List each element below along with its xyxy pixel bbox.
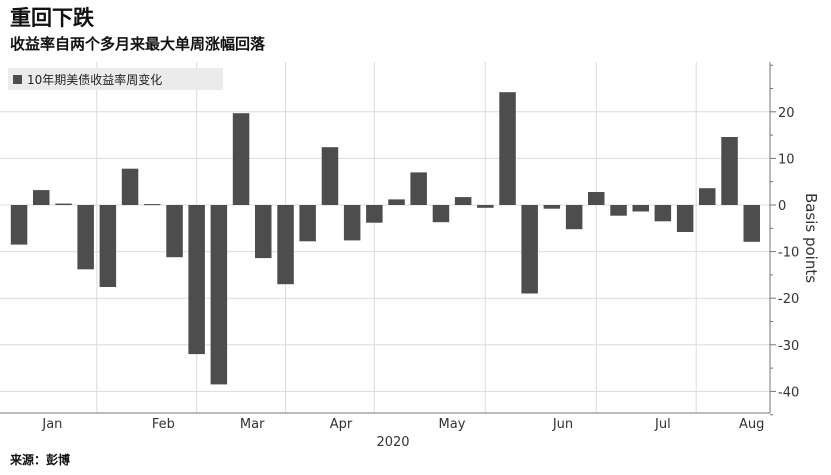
y-tick-label: -20 xyxy=(778,292,799,307)
bar xyxy=(144,204,161,206)
x-tick-label: May xyxy=(439,417,466,432)
bar xyxy=(321,147,339,205)
y-axis-title: Basis points xyxy=(802,193,820,283)
bar xyxy=(232,113,250,205)
legend-swatch xyxy=(13,75,22,84)
bar xyxy=(299,205,316,242)
bar xyxy=(255,205,272,259)
bar xyxy=(521,205,538,294)
x-tick-label: Apr xyxy=(330,417,353,432)
bar xyxy=(721,137,738,205)
bar xyxy=(77,205,94,270)
legend-label: 10年期美债收益率周变化 xyxy=(27,72,162,87)
bar xyxy=(610,205,627,216)
legend-background xyxy=(8,68,223,90)
bar xyxy=(99,205,117,287)
x-tick-label: Mar xyxy=(240,417,265,432)
chart-title: 重回下跌 xyxy=(10,5,94,30)
bar xyxy=(410,172,427,205)
bar xyxy=(55,203,72,205)
y-tick-label: 0 xyxy=(778,199,786,214)
bar xyxy=(588,192,605,205)
source-note: 来源：彭博 xyxy=(10,453,71,467)
y-tick-label: -10 xyxy=(778,246,799,261)
x-tick-label: Jan xyxy=(41,417,62,432)
month-separators xyxy=(96,62,697,413)
x-year-label: 2020 xyxy=(376,435,409,450)
x-tick-label: Feb xyxy=(152,417,175,432)
bar xyxy=(454,197,472,205)
y-tick-label: -30 xyxy=(778,339,799,354)
bar xyxy=(366,205,383,223)
x-tick-labels: Jan Feb Mar Apr May Jun Jul Aug xyxy=(41,417,764,432)
bar xyxy=(210,205,228,385)
chart-subtitle: 收益率自两个多月来最大单周涨幅回落 xyxy=(10,35,266,53)
bar xyxy=(10,205,28,245)
y-ticks: -40 -30 -20 -10 0 10 20 xyxy=(770,64,799,416)
y-tick-label: -40 xyxy=(778,385,799,400)
bar xyxy=(166,205,183,258)
bars xyxy=(10,92,760,385)
bar xyxy=(565,205,583,230)
bar xyxy=(654,205,672,222)
bar xyxy=(676,205,694,232)
y-tick-label: 10 xyxy=(778,152,795,167)
x-tick-label: Aug xyxy=(739,417,764,432)
y-tick-label: 20 xyxy=(778,106,795,121)
bar xyxy=(743,205,760,242)
x-tick-label: Jun xyxy=(552,417,573,432)
bar xyxy=(188,205,205,355)
bar xyxy=(277,205,294,285)
bar xyxy=(343,205,361,241)
bar xyxy=(388,199,405,205)
bar xyxy=(499,92,516,205)
bar xyxy=(543,205,561,209)
bar xyxy=(699,188,716,205)
x-tick-label: Jul xyxy=(654,417,671,432)
bar xyxy=(477,205,494,208)
bar xyxy=(121,168,139,205)
bar xyxy=(33,190,50,205)
bar xyxy=(432,205,450,223)
bar xyxy=(632,205,649,212)
